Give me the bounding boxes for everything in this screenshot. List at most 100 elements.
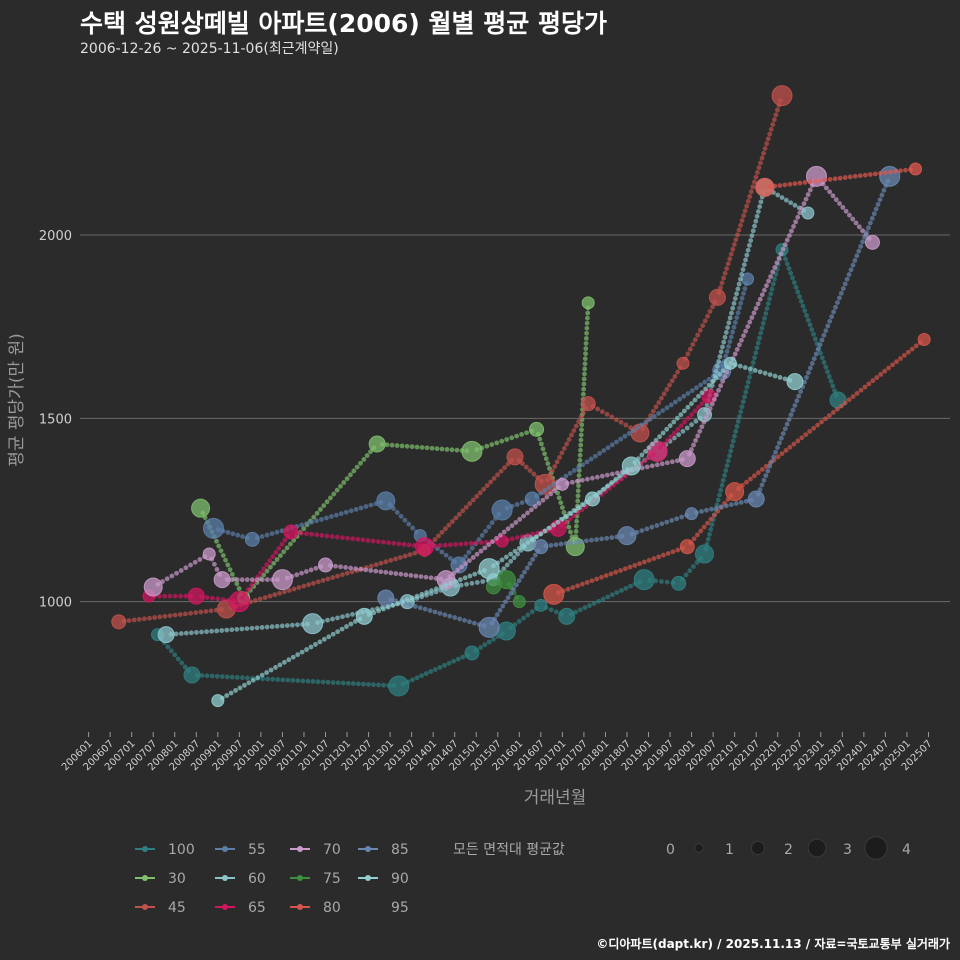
- trail-dot: [743, 389, 749, 395]
- trail-dot: [575, 498, 581, 504]
- size-legend-marker: [750, 840, 766, 856]
- trail-dot: [277, 553, 283, 559]
- trail-dot: [799, 205, 805, 211]
- data-point: [671, 575, 687, 591]
- trail-dot: [722, 374, 728, 380]
- trail-dot: [172, 652, 178, 658]
- trail-dot: [564, 441, 570, 447]
- trail-dot: [877, 170, 883, 176]
- trail-dot: [173, 631, 179, 637]
- trail-dot: [542, 528, 548, 534]
- trail-dot: [823, 416, 828, 422]
- trail-dot: [325, 617, 330, 623]
- trail-dot: [842, 175, 848, 180]
- trail-dot: [770, 269, 776, 275]
- trail-dot: [589, 537, 594, 543]
- data-point: [157, 626, 175, 644]
- trail-dot: [521, 615, 527, 621]
- trail-dot: [605, 445, 611, 451]
- trail-dot: [556, 495, 562, 501]
- trail-dot: [527, 468, 533, 473]
- trail-dot: [850, 216, 856, 222]
- trail-dot: [361, 681, 366, 687]
- trail-dot: [408, 572, 414, 578]
- trail-dot: [419, 445, 425, 450]
- trail-dot: [635, 425, 640, 431]
- trail-dot: [878, 371, 884, 377]
- trail-dot: [284, 545, 290, 551]
- trail-dot: [558, 500, 564, 506]
- legend-label: 75: [323, 871, 341, 887]
- trail-dot: [797, 180, 803, 186]
- trail-dot: [491, 476, 497, 481]
- trail-dot: [244, 577, 250, 583]
- trail-dot: [198, 609, 204, 615]
- trail-dot: [188, 610, 193, 616]
- trail-dot: [424, 590, 430, 595]
- trail-dot: [285, 677, 291, 683]
- trail-dot: [569, 479, 575, 485]
- trail-dot: [627, 564, 633, 570]
- trail-dot: [536, 501, 542, 506]
- trail-dot: [448, 580, 454, 586]
- trail-dot: [529, 609, 535, 615]
- trail-dot: [350, 612, 355, 617]
- trail-dot: [642, 458, 648, 463]
- trail-dot: [819, 337, 825, 343]
- trail-dot: [763, 473, 769, 479]
- trail-dot: [741, 213, 746, 219]
- trail-dot: [747, 319, 753, 325]
- trail-dot: [753, 305, 759, 311]
- trail-dot: [765, 468, 771, 474]
- trail-dot: [838, 290, 844, 296]
- trail-dot: [254, 625, 260, 631]
- trail-dot: [727, 315, 733, 321]
- trail-dot: [822, 177, 828, 183]
- trail-dot: [711, 397, 717, 402]
- legend-item-70: 70: [290, 842, 341, 858]
- data-point: [111, 614, 127, 630]
- trail-dot: [329, 534, 335, 539]
- trail-dot: [697, 428, 703, 434]
- trail-dot: [418, 574, 424, 580]
- trail-dot: [271, 560, 277, 566]
- trail-dot: [751, 179, 757, 185]
- trail-dot: [308, 644, 314, 650]
- trail-dot: [331, 491, 337, 497]
- trail-dot: [546, 485, 552, 490]
- trail-dot: [850, 394, 856, 399]
- trail-dot: [718, 383, 724, 389]
- trail-dot: [203, 609, 209, 614]
- trail-dot: [442, 542, 448, 548]
- trail-dot: [584, 330, 590, 336]
- trail-dot: [270, 554, 276, 559]
- trail-dot: [670, 549, 676, 555]
- trail-dot: [732, 351, 738, 357]
- trail-dot: [582, 371, 587, 377]
- trail-dot: [689, 422, 694, 428]
- trail-dot: [576, 465, 581, 471]
- data-point: [202, 547, 216, 561]
- trail-dot: [724, 369, 730, 375]
- trail-dot: [317, 639, 323, 645]
- trail-dot: [330, 575, 336, 580]
- trail-dot: [478, 645, 483, 650]
- trail-dot: [513, 520, 519, 525]
- trail-dot: [788, 270, 794, 276]
- trail-dot: [227, 567, 233, 573]
- trail-dot: [577, 452, 583, 458]
- trail-dot: [737, 414, 742, 419]
- data-point: [461, 440, 483, 462]
- trail-dot: [446, 660, 452, 666]
- trail-dot: [795, 438, 801, 444]
- trail-dot: [729, 310, 734, 316]
- trail-dot: [234, 581, 240, 587]
- trail-dot: [525, 612, 531, 618]
- trail-dot: [126, 618, 132, 624]
- trail-dot: [728, 448, 734, 454]
- trail-dot: [334, 487, 340, 493]
- trail-dot: [250, 677, 256, 683]
- trail-dot: [852, 258, 858, 263]
- trail-dot: [755, 470, 761, 476]
- trail-dot: [501, 566, 507, 572]
